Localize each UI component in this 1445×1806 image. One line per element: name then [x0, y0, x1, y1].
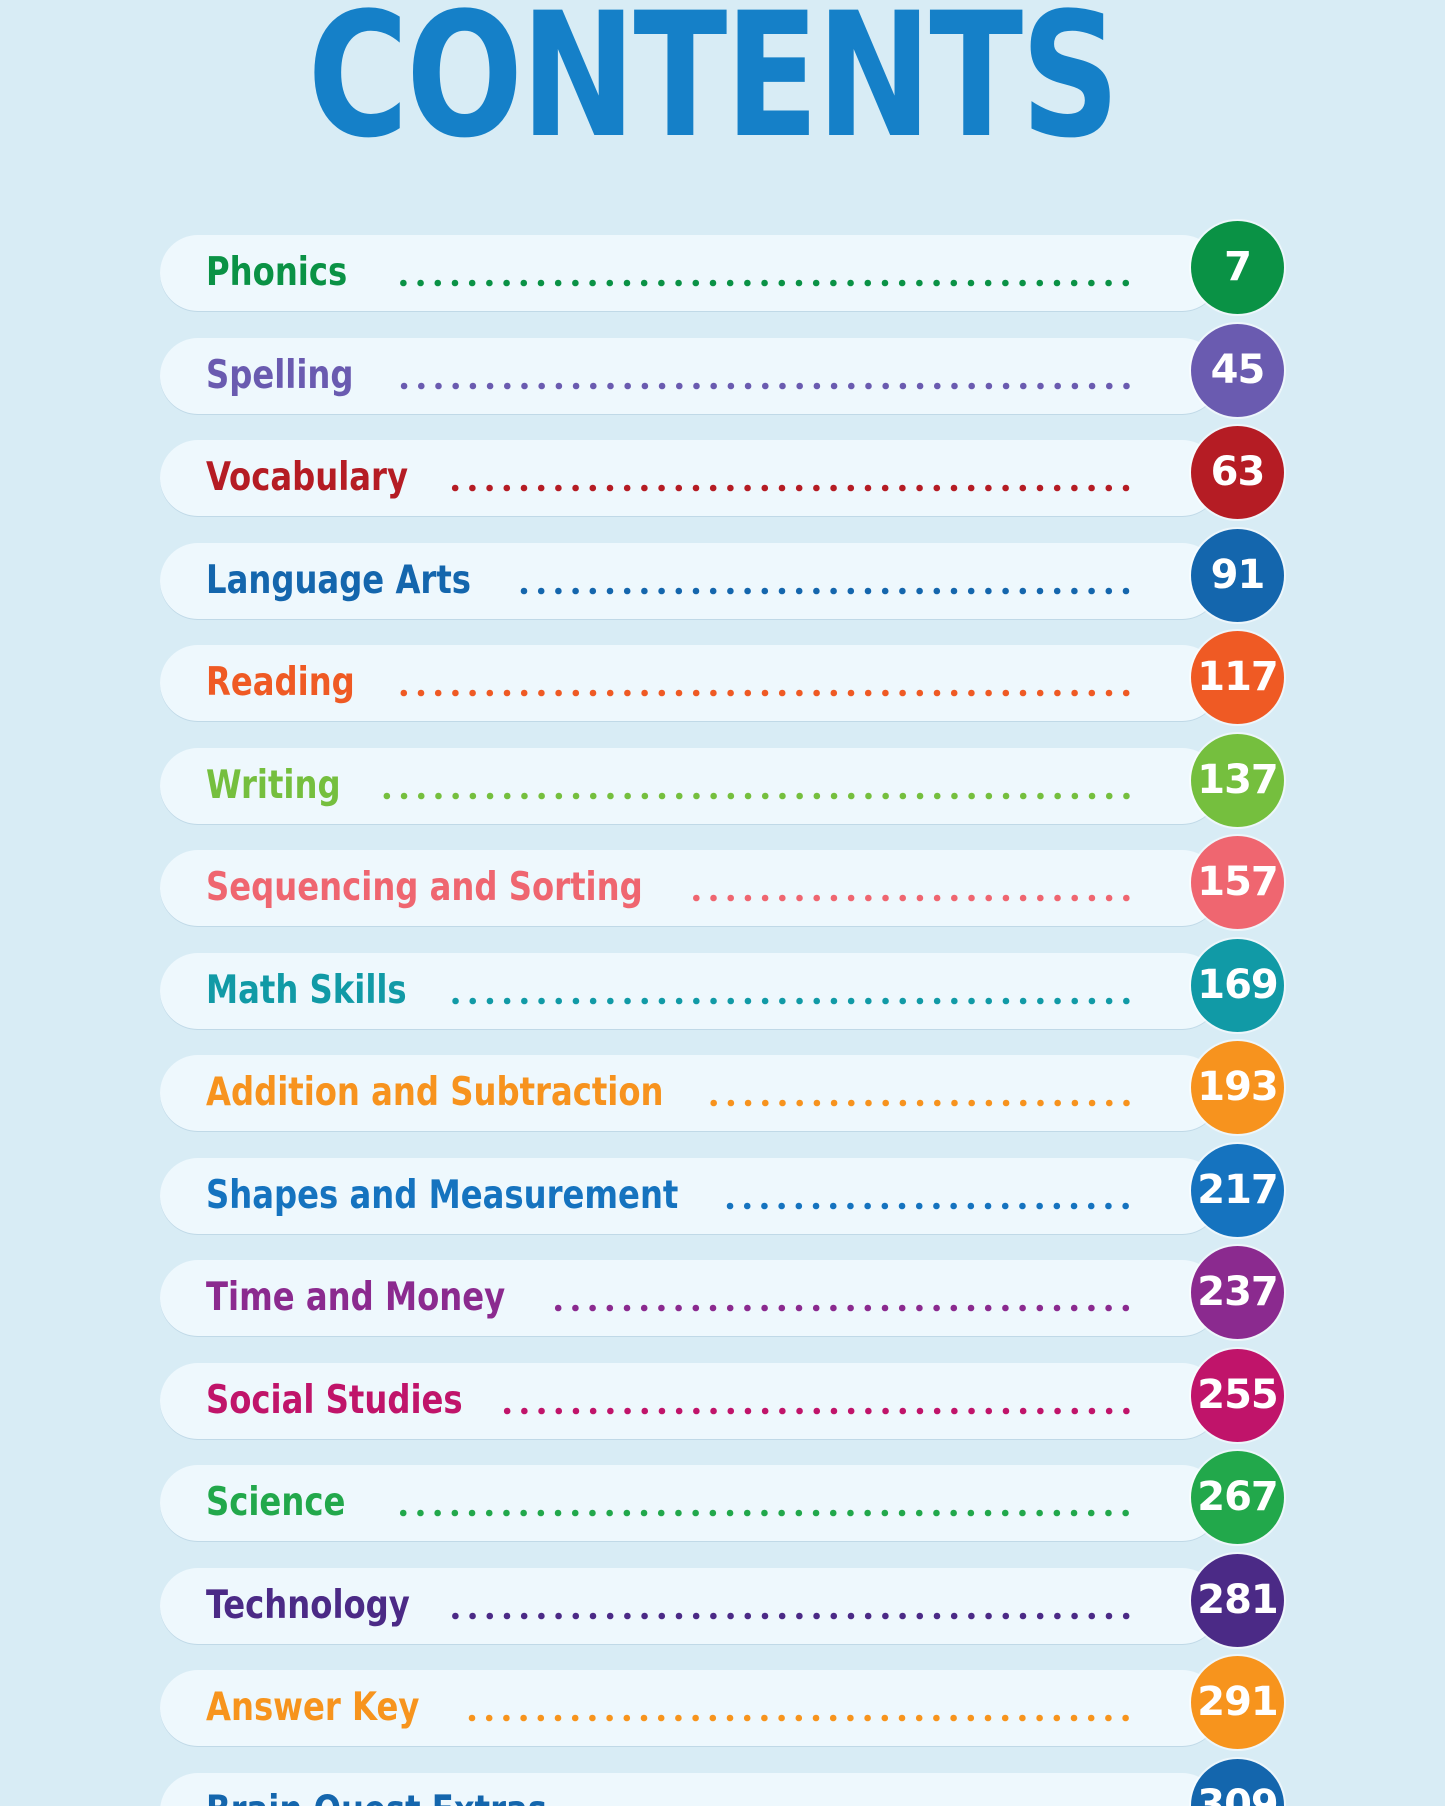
page-number-badge: 63	[1191, 426, 1284, 519]
page-number-badge: 7	[1191, 221, 1284, 314]
toc-entry[interactable]: Science 267	[160, 1451, 1284, 1544]
toc-entry-label: Answer Key	[206, 1685, 420, 1730]
dot-leader	[438, 484, 1130, 492]
toc-entry-bar	[160, 747, 1220, 824]
toc-entry[interactable]: Language Arts 91	[160, 528, 1284, 622]
dot-leader	[493, 1407, 1130, 1415]
page-number-badge: 237	[1191, 1246, 1284, 1339]
toc-entry-bar	[160, 1465, 1220, 1541]
toc-entry[interactable]: Addition and Subtraction 193	[160, 1041, 1284, 1134]
table-of-contents: Phonics 7 Spelling 45 Vocabulary 63 Language A…	[160, 221, 1284, 1806]
dot-leader	[384, 382, 1130, 390]
toc-entry-label: Social Studies	[206, 1377, 463, 1423]
page-number-badge: 309	[1191, 1758, 1284, 1806]
toc-entry-bar	[160, 1362, 1220, 1439]
toc-entry[interactable]: Writing 137	[160, 733, 1284, 827]
toc-entry-bar	[160, 645, 1220, 721]
toc-entry-label: Vocabulary	[206, 455, 409, 500]
toc-entry[interactable]: Sequencing and Sorting 157	[160, 836, 1284, 929]
page-number-badge: 193	[1191, 1041, 1284, 1134]
toc-entry-bar	[160, 952, 1220, 1029]
page-number-badge: 281	[1191, 1553, 1284, 1647]
dot-leader	[440, 1612, 1130, 1620]
dot-leader	[449, 1714, 1130, 1722]
dot-leader	[371, 792, 1130, 800]
toc-entry-bar	[160, 1772, 1220, 1806]
page-number-badge: 137	[1191, 733, 1284, 827]
page-number-badge: 157	[1191, 836, 1284, 929]
page-number-badge: 91	[1191, 528, 1284, 622]
toc-entry-bar	[160, 1260, 1220, 1336]
toc-entry-label: Technology	[206, 1582, 410, 1628]
dot-leader	[385, 689, 1130, 697]
dot-leader	[375, 1509, 1130, 1517]
toc-entry-bar	[160, 1670, 1220, 1746]
toc-entry[interactable]: Answer Key 291	[160, 1656, 1284, 1749]
page-number-badge: 267	[1191, 1451, 1284, 1544]
toc-entry[interactable]: Time and Money 237	[160, 1246, 1284, 1339]
toc-entry-bar	[160, 1157, 1220, 1234]
dot-leader	[501, 587, 1130, 595]
toc-entry[interactable]: Brain Quest Extras 309	[160, 1758, 1284, 1806]
toc-entry-bar	[160, 850, 1220, 926]
toc-entry[interactable]: Technology 281	[160, 1553, 1284, 1647]
toc-entry[interactable]: Spelling 45	[160, 323, 1284, 417]
dot-leader	[437, 997, 1130, 1005]
toc-entry-bar	[160, 1055, 1220, 1131]
dot-leader	[535, 1304, 1130, 1312]
toc-entry[interactable]: Reading 117	[160, 631, 1284, 724]
toc-entry-label: Spelling	[206, 352, 354, 398]
page-number-badge: 169	[1191, 938, 1284, 1032]
toc-entry-label: Science	[206, 1480, 346, 1525]
page-number-badge: 255	[1191, 1348, 1284, 1442]
toc-entry-label: Shapes and Measurement	[206, 1172, 679, 1218]
page-number-badge: 291	[1191, 1656, 1284, 1749]
page-number-badge: 117	[1191, 631, 1284, 724]
toc-entry[interactable]: Social Studies 255	[160, 1348, 1284, 1442]
toc-entry-label: Language Arts	[206, 557, 472, 603]
toc-entry-label: Time and Money	[206, 1275, 506, 1320]
toc-entry-bar	[160, 542, 1220, 619]
toc-entry[interactable]: Math Skills 169	[160, 938, 1284, 1032]
dot-leader	[694, 1099, 1130, 1107]
toc-entry[interactable]: Vocabulary 63	[160, 426, 1284, 519]
toc-entry-label: Reading	[206, 660, 355, 705]
toc-entry-bar	[160, 440, 1220, 516]
page-title: CONTENTS	[307, 0, 1120, 176]
toc-entry-label: Phonics	[206, 250, 348, 295]
toc-entry-label: Writing	[206, 762, 341, 808]
page-number-badge: 45	[1191, 323, 1284, 417]
dot-leader	[708, 1202, 1130, 1210]
dot-leader	[673, 894, 1130, 902]
toc-entry-label: Brain Quest Extras	[206, 1771, 547, 1806]
toc-entry-bar	[160, 337, 1220, 414]
toc-entry[interactable]: Shapes and Measurement 217	[160, 1143, 1284, 1237]
toc-entry-label: Sequencing and Sorting	[206, 865, 643, 910]
toc-entry-label: Addition and Subtraction	[206, 1070, 664, 1115]
dot-leader	[377, 279, 1130, 287]
toc-entry-bar	[160, 235, 1220, 311]
toc-entry-label: Math Skills	[206, 967, 407, 1013]
page-number-badge: 217	[1191, 1143, 1284, 1237]
toc-entry[interactable]: Phonics 7	[160, 221, 1284, 314]
toc-entry-bar	[160, 1567, 1220, 1644]
